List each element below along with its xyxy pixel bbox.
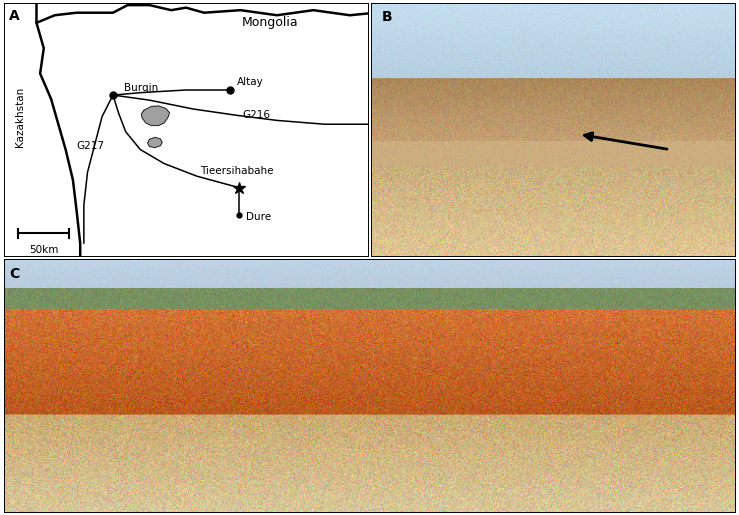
Text: A: A [9,9,20,23]
Polygon shape [141,106,169,126]
Text: Burqin: Burqin [124,82,158,93]
Text: Mongolia: Mongolia [242,16,298,29]
Text: 50km: 50km [29,245,58,254]
Text: G216: G216 [242,110,270,121]
Text: G217: G217 [77,141,104,151]
Text: C: C [10,267,20,281]
Text: Altay: Altay [237,77,264,88]
Polygon shape [148,138,162,147]
Text: Dure: Dure [246,212,271,221]
Text: B: B [382,10,392,24]
Text: Kazakhstan: Kazakhstan [15,87,25,147]
Text: Tieersihabahe: Tieersihabahe [200,166,273,176]
